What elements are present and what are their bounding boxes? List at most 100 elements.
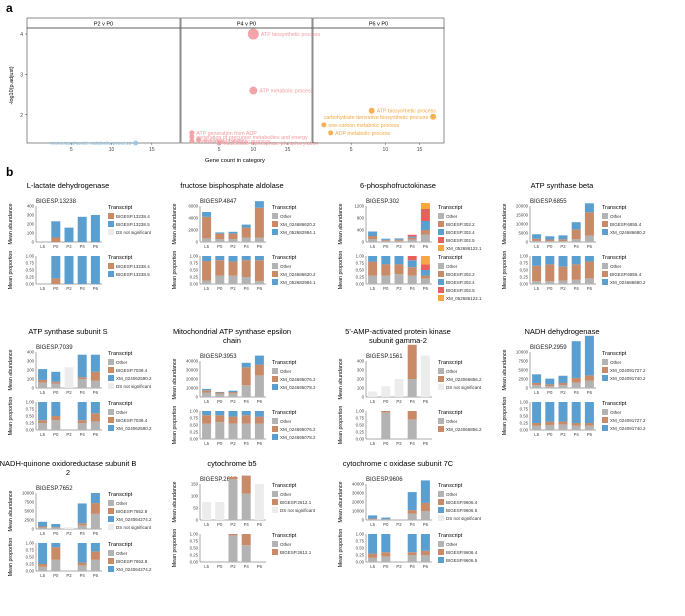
y-tick-label: 10000 — [516, 350, 529, 355]
point-label: ATP metabolic process — [259, 89, 313, 95]
bar-chart-10: cytochrome b5 BIGESP.2612 0 50 100 150 L5 P0 P2 P… — [172, 459, 316, 569]
bar-segment — [228, 479, 238, 520]
y-axis-label: Mean abundance — [8, 490, 14, 531]
y-tick-label: 1.00 — [190, 254, 199, 259]
y-tick-label: 400 — [27, 204, 35, 209]
x-tick-label: L5 — [204, 564, 209, 569]
bar-segment — [202, 390, 212, 393]
bar-segment — [228, 261, 238, 276]
bar-segment — [215, 393, 225, 397]
y-tick-label: 0.25 — [356, 553, 365, 558]
y-tick-label: 0.00 — [520, 282, 529, 287]
x-tick-label: P0 — [547, 286, 553, 291]
legend-title: Transcript — [602, 255, 627, 261]
legend-title: Transcript — [602, 351, 627, 357]
chart-title: Mitochondrial ATP synthase epsilon — [173, 327, 291, 336]
bar-segment — [368, 534, 378, 554]
y-axis-label: Mean proportion — [8, 251, 14, 290]
x-tick-label: P6 — [257, 244, 263, 249]
legend-label: XM_024064274.2 — [116, 517, 152, 522]
bar-chart-4: ATP synthase beta BIGESP.6855 0 5000 10000 15… — [502, 181, 646, 291]
y-tick-label: 0.50 — [26, 414, 35, 419]
bar-segment — [64, 256, 74, 284]
x-tick-label: P6 — [423, 564, 429, 569]
x-tick-label: P0 — [547, 432, 553, 437]
bar-segment — [407, 267, 417, 276]
bar-segment — [90, 413, 100, 422]
legend-label: Other — [280, 419, 292, 424]
x-tick-label: P0 — [217, 286, 223, 291]
bar-segment — [584, 261, 594, 279]
bar-segment — [571, 222, 581, 230]
legend-label: BIGESP.9606.5 — [446, 508, 478, 513]
x-tick-label: P0 — [383, 286, 389, 291]
legend-swatch — [272, 271, 278, 277]
bar-segment — [558, 385, 568, 388]
legend-swatch — [272, 507, 278, 513]
bar-segment — [368, 275, 378, 284]
bar-segment — [545, 384, 555, 387]
legend-label: Other — [116, 360, 128, 365]
bar-segment — [532, 402, 542, 423]
bar-segment — [228, 393, 238, 397]
bar-segment — [241, 545, 251, 562]
chart-title: fructose bisphosphate aldolase — [180, 181, 283, 190]
legend-title: Transcript — [108, 205, 133, 211]
bar-segment — [584, 278, 594, 284]
x-tick-label: P2 — [560, 286, 566, 291]
bar-segment — [381, 386, 391, 397]
y-tick-label: 0 — [196, 395, 199, 400]
legend-title: Transcript — [108, 401, 133, 407]
y-tick-label: 100 — [27, 231, 35, 236]
bar-segment — [51, 543, 61, 548]
y-tick-label: 30000 — [352, 491, 365, 496]
x-tick-label: P6 — [93, 573, 99, 578]
bar-segment — [558, 382, 568, 386]
legend-label: BIGESP.6855.4 — [610, 272, 642, 277]
bar-segment — [90, 543, 100, 552]
bar-segment — [584, 212, 594, 236]
y-tick-label: 100 — [357, 386, 365, 391]
bar-segment — [241, 493, 251, 520]
x-tick-label: P4 — [574, 244, 580, 249]
y-axis-label: Mean abundance — [172, 481, 178, 522]
bar-segment — [254, 416, 264, 424]
legend-label: XM_024091727.2 — [610, 368, 646, 373]
bar-segment — [584, 380, 594, 388]
y-tick-label: 0.50 — [26, 268, 35, 273]
x-tick-label: L5 — [40, 432, 45, 437]
y-tick-label: 0.25 — [190, 430, 199, 435]
bar-segment — [558, 424, 568, 430]
bar-segment — [368, 391, 378, 397]
y-tick-label: 10000 — [516, 222, 529, 227]
bar-segment — [228, 275, 238, 284]
bar-segment — [532, 425, 542, 430]
bar-segment — [90, 493, 100, 504]
chart-title: cytochrome b5 — [207, 459, 256, 468]
facet-frame — [26, 27, 181, 144]
bar-segment — [254, 207, 264, 238]
legend-swatch — [602, 221, 608, 227]
legend-label: Other — [610, 214, 622, 219]
legend-label: BIGESP.13238.5 — [116, 222, 150, 227]
y-tick-label: 0 — [362, 240, 365, 245]
bar-segment — [545, 386, 555, 388]
y-tick-label: 0.75 — [190, 261, 199, 266]
y-tick-label: 0.00 — [190, 560, 199, 565]
data-point — [196, 137, 202, 143]
bar-segment — [558, 421, 568, 425]
x-tick-label: 15 — [149, 147, 155, 153]
bar-segment — [420, 534, 430, 551]
x-tick-label: P0 — [217, 399, 223, 404]
bar-segment — [215, 232, 225, 234]
x-tick-label: P6 — [423, 244, 429, 249]
bar-segment — [545, 421, 555, 425]
y-axis-label: Mean abundance — [8, 203, 14, 244]
y-axis-label: Mean proportion — [172, 406, 178, 445]
legend-swatch — [272, 549, 278, 555]
bar-segment — [381, 264, 391, 276]
x-tick-label: 10 — [383, 147, 389, 153]
bar-segment — [368, 519, 378, 520]
x-tick-label: L5 — [534, 390, 539, 395]
x-tick-label: L5 — [204, 286, 209, 291]
